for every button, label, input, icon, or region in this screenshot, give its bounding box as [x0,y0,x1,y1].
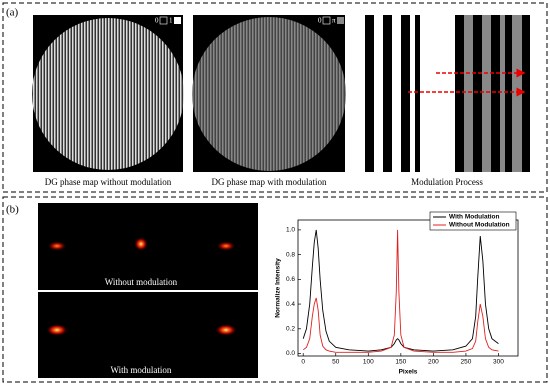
modulation-diagram [365,15,530,172]
legend-swatch [159,16,168,25]
x-tick-label: 50 [332,359,340,366]
chart: 0 50 100 150 200 250 300 0.0 0.2 0.4 0.6 0.8 1.0 Pixe… [275,211,519,376]
caption: With modulation [111,365,172,375]
legend-label: 1 [169,17,173,25]
legend-swatch [174,17,181,24]
panel-label: (b) [6,204,19,216]
panel-label: (a) [6,7,19,19]
plot-frame [297,219,519,357]
panel-frame [2,196,548,383]
phase-map [192,17,346,171]
beam-spot [216,241,236,251]
caption: Modulation Process [411,177,483,187]
legend-label: Without Modulation [449,222,510,229]
phase-label: φ₁ [444,61,452,70]
x-tick-label: 0 [301,359,305,366]
y-tick-label: 0.2 [286,326,295,333]
legend-box [429,211,517,231]
panel-frame [2,2,548,193]
x-tick-label: 250 [460,359,471,366]
y-tick-label: 1.0 [286,227,295,234]
y-tick-label: 0.6 [286,276,295,283]
x-axis-label: Pixels [399,369,418,376]
beam-spot [134,237,148,251]
legend-label: π [332,17,336,25]
legend-swatch [337,17,344,24]
caption: Without modulation [105,277,178,287]
x-tick-label: 200 [428,359,439,366]
y-tick-label: 0.0 [286,350,295,357]
legend-label: 0 [155,17,159,25]
beam-spot [47,241,67,251]
y-axis-label: Normalize Intensity [275,258,282,318]
series-line [302,229,499,353]
phase-label: φ₂ [444,80,452,89]
beam-spot [46,324,68,336]
phase-map [32,18,184,170]
caption: DG phase map without modulation [45,177,172,187]
x-tick-label: 100 [363,359,374,366]
legend-label: With Modulation [449,214,500,221]
caption: DG phase map with modulation [212,177,327,187]
legend-label: 0 [318,17,322,25]
beam-spot [215,324,237,336]
x-tick-label: 150 [395,359,406,366]
series-line [302,229,499,352]
x-tick-label: 300 [493,359,504,366]
y-tick-label: 0.4 [286,301,295,308]
legend-swatch [322,16,331,25]
y-tick-label: 0.8 [286,251,295,258]
